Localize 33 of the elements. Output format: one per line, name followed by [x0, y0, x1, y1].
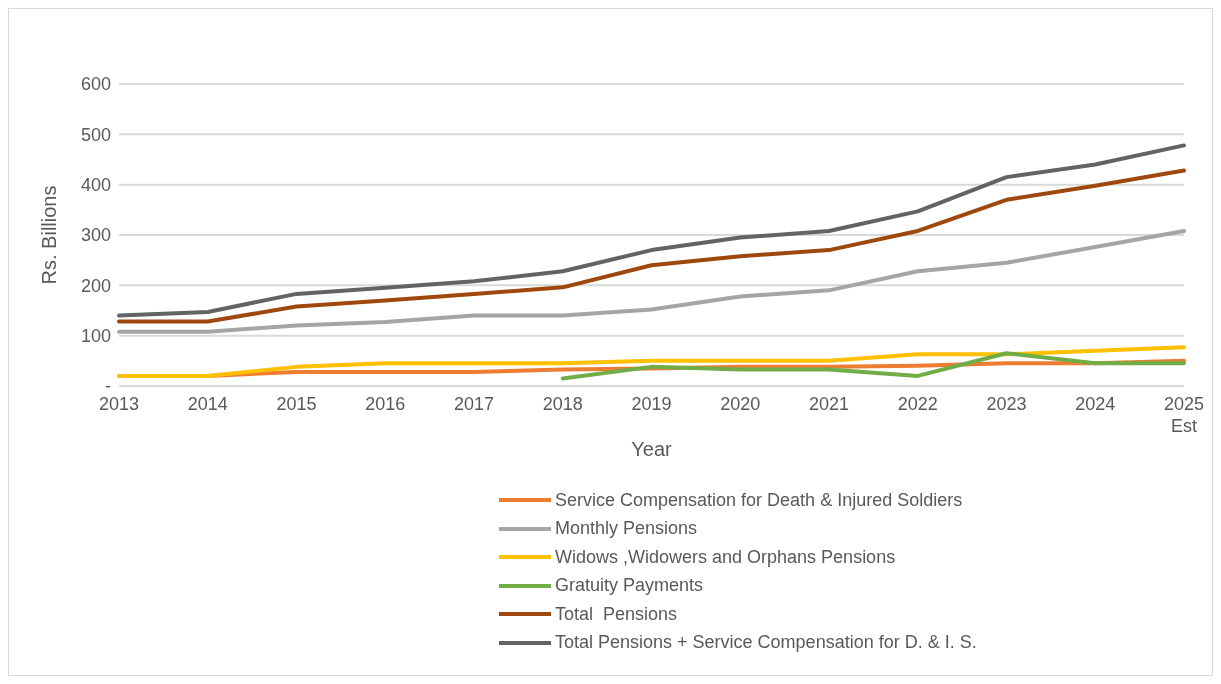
y-tick-label: 500	[80, 124, 111, 145]
y-tick-label: 200	[80, 275, 111, 296]
y-tick-label: 400	[80, 175, 111, 196]
y-axis-title: Rs. Billions	[38, 185, 61, 285]
x-tick-label: 2025 Est	[1163, 394, 1205, 436]
y-tick-label: 300	[80, 225, 111, 246]
x-tick-label: 2022	[897, 394, 938, 414]
y-tick-label: 600	[80, 74, 111, 95]
x-axis-title: Year	[631, 438, 673, 460]
x-tick-label: 2013	[98, 394, 140, 414]
y-tick-label: -	[105, 376, 111, 397]
x-tick-label: 2017	[453, 394, 495, 414]
y-tick-label: 100	[80, 326, 111, 347]
x-tick-label: 2016	[365, 394, 406, 414]
legend-label: Monthly Pensions	[555, 518, 698, 540]
legend-label: Service Compensation for Death & Injured Soldiers	[555, 489, 963, 511]
legend-label: Total Pensions	[555, 603, 678, 625]
x-tick-label: 2014	[187, 394, 228, 414]
x-tick-label: 2020	[720, 394, 761, 414]
x-tick-label: 2015	[276, 394, 317, 414]
legend-label: Widows ,Widowers and Orphans Pensions	[555, 546, 896, 568]
legend-label: Total Pensions + Service Compensation for D. & I. S.	[555, 632, 977, 654]
x-tick-label: 2019	[631, 394, 672, 414]
x-tick-label: 2018	[542, 394, 583, 414]
legend-label: Gratuity Payments	[555, 575, 704, 597]
x-tick-label: 2024	[1075, 394, 1116, 414]
x-tick-label: 2021	[808, 394, 850, 414]
line-series	[560, 351, 1186, 381]
line-series	[117, 143, 1186, 318]
line-series	[117, 168, 1186, 324]
line-series	[117, 345, 1186, 378]
x-tick-label: 2023	[986, 394, 1027, 414]
line-series	[117, 228, 1186, 334]
